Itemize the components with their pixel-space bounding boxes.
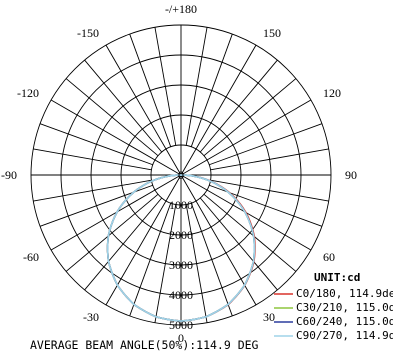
angle-label: 150 (263, 26, 281, 40)
angle-label: 60 (323, 250, 335, 264)
grid-spoke (65, 193, 159, 272)
beam-angle-footer: AVERAGE BEAM ANGLE(50%):114.9 DEG (30, 338, 259, 352)
grid-spoke (65, 78, 159, 157)
angle-label: -150 (77, 26, 99, 40)
angle-labels: -/+180 150 -150 120 -120 90 -90 60 -60 30 -30 0 (1, 2, 357, 345)
legend-entry: C90/270, 114.9deg (296, 329, 393, 342)
grid-spoke (210, 148, 329, 171)
grid-spoke (129, 33, 172, 147)
angle-label: -30 (83, 310, 99, 324)
angle-label: 90 (345, 168, 357, 182)
grid-spoke (84, 59, 163, 153)
angle-label: -90 (1, 168, 17, 182)
grid-spoke (33, 148, 152, 171)
grid-spoke (39, 123, 153, 166)
grid-spoke (185, 27, 208, 146)
legend-entry: C0/180, 114.9deg (296, 287, 393, 300)
grid-spoke (50, 99, 182, 176)
grid-spoke (180, 44, 257, 176)
grid-spoke (209, 123, 323, 166)
radial-tick-label: 5000 (169, 318, 193, 332)
grid-spoke (33, 179, 152, 202)
grid-spoke (185, 204, 208, 323)
grid-spoke (180, 99, 312, 176)
grid-spoke (180, 174, 257, 306)
grid-spoke (190, 33, 233, 147)
grid-spoke (210, 179, 329, 202)
grid-spoke (129, 203, 172, 317)
angle-label: -60 (23, 250, 39, 264)
legend-entry: C60/240, 115.0deg (296, 315, 393, 328)
grid-spoke (203, 78, 297, 157)
series-curve-3 (106, 174, 256, 322)
radial-tick-labels: 0 1000 2000 3000 4000 5000 (169, 168, 193, 332)
radial-tick-label: 1000 (169, 198, 193, 212)
radial-tick-label: 3000 (169, 258, 193, 272)
angle-label: -120 (17, 86, 39, 100)
grid-spoke (154, 27, 177, 146)
radial-tick-label: 2000 (169, 228, 193, 242)
legend-entry: C30/210, 115.0deg (296, 301, 393, 314)
grid-spoke (199, 197, 278, 291)
angle-label: 30 (263, 310, 275, 324)
radial-tick-label: 0 (178, 168, 184, 182)
grid-spoke (199, 59, 278, 153)
angle-label: -/+180 (165, 2, 197, 16)
grid-spoke (154, 204, 177, 323)
grid-spoke (105, 174, 182, 306)
grid-spoke (203, 193, 297, 272)
intensity-curves (106, 174, 256, 322)
grid-spoke (190, 203, 233, 317)
angle-label: 0 (178, 331, 184, 345)
grid-spoke (84, 197, 163, 291)
unit-label: UNIT:cd (314, 271, 360, 284)
angle-label: 120 (323, 86, 341, 100)
radial-tick-label: 4000 (169, 288, 193, 302)
grid-spoke (105, 44, 182, 176)
